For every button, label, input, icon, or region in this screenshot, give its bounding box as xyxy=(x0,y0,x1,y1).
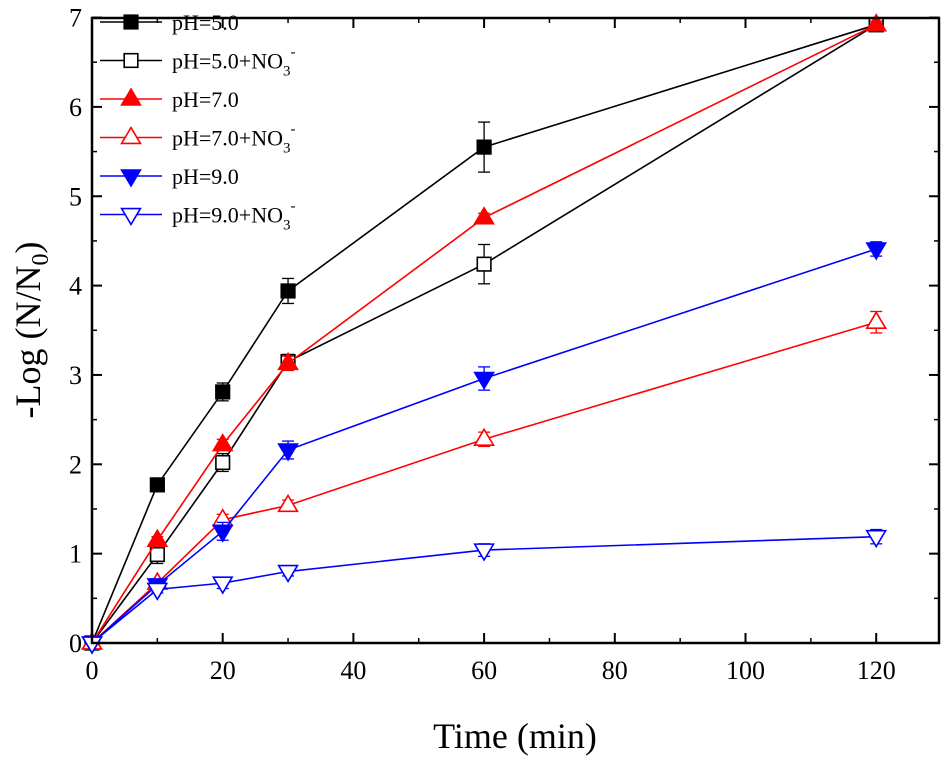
data-point xyxy=(149,546,165,563)
legend-label: pH=7.0 xyxy=(172,87,239,112)
legend-marker xyxy=(120,87,142,106)
series-line xyxy=(91,321,877,644)
legend-item-3: pH=7.0 xyxy=(100,87,239,112)
data-point xyxy=(473,543,495,562)
plot-frame xyxy=(90,16,941,645)
data-point xyxy=(149,477,165,493)
legend-item-4: pH=7.0+NO3- xyxy=(100,122,295,157)
legend-marker xyxy=(123,52,139,69)
y-tick-label: 5 xyxy=(69,182,82,211)
data-point xyxy=(215,454,231,471)
data-point xyxy=(277,493,299,513)
data-point xyxy=(473,427,495,447)
data-point xyxy=(277,351,299,371)
y-axis-title-end: ) xyxy=(8,242,48,254)
series-layer xyxy=(81,13,888,655)
y-tick-label: 7 xyxy=(69,4,82,33)
x-axis-title: Time (min) xyxy=(433,716,597,756)
data-point xyxy=(473,206,495,225)
data-point xyxy=(211,433,234,452)
data-point xyxy=(473,371,495,391)
y-tick-label: 3 xyxy=(69,361,82,390)
data-point xyxy=(865,529,888,549)
legend-item-1: pH=5.0 xyxy=(100,10,239,35)
data-point xyxy=(476,139,492,155)
y-tick-label: 6 xyxy=(69,93,82,122)
y-axis-title-subscript: 0 xyxy=(28,254,54,266)
x-tick-label: 0 xyxy=(86,656,99,685)
series-line xyxy=(91,23,877,644)
data-point xyxy=(211,576,234,595)
legend-label: pH=5.0 xyxy=(172,10,239,35)
data-point xyxy=(146,528,169,547)
y-tick-label: 1 xyxy=(69,540,82,569)
data-point xyxy=(215,384,231,400)
data-point xyxy=(211,524,234,543)
y-axis-title: -Log (N/N0) xyxy=(8,242,54,419)
data-point xyxy=(277,564,299,584)
series-6 xyxy=(81,528,888,655)
series-line xyxy=(91,535,877,644)
series-4 xyxy=(81,310,888,650)
x-tick-label: 60 xyxy=(471,656,497,685)
legend-marker xyxy=(120,169,142,188)
data-point xyxy=(280,283,296,299)
legend-marker xyxy=(120,126,142,145)
series-line xyxy=(91,248,877,644)
legend-marker xyxy=(120,207,142,226)
data-point xyxy=(476,256,492,272)
legend-item-2: pH=5.0+NO3- xyxy=(100,45,295,80)
data-point xyxy=(865,13,888,32)
data-point xyxy=(277,443,299,462)
x-tick-label: 100 xyxy=(726,656,765,685)
data-point xyxy=(865,242,888,261)
legend-label: pH=9.0 xyxy=(172,164,239,189)
x-tick-label: 120 xyxy=(857,656,896,685)
legend-label: pH=7.0+NO3- xyxy=(172,122,295,157)
data-point xyxy=(865,310,888,329)
legend-label: pH=9.0+NO3- xyxy=(172,199,295,234)
series-line xyxy=(91,24,877,644)
y-tick-label: 4 xyxy=(69,272,82,301)
y-tick-label: 2 xyxy=(69,450,82,479)
legend: pH=5.0 pH=5.0+NO3- pH=7.0 pH=7.0+NO3- pH=9.0… xyxy=(100,10,295,234)
legend-item-5: pH=9.0 xyxy=(100,164,239,189)
y-axis-title-main: -Log (N/N xyxy=(8,266,48,419)
legend-item-6: pH=9.0+NO3- xyxy=(100,199,295,234)
tick-layer: 0 20 40 60 80 100 120 0 1 2 3 4 5 6 7 xyxy=(69,4,939,685)
x-tick-label: 20 xyxy=(210,656,236,685)
x-tick-label: 40 xyxy=(340,656,366,685)
y-tick-label: 0 xyxy=(69,629,82,658)
data-point xyxy=(146,582,169,601)
legend-marker xyxy=(123,14,139,30)
series-line xyxy=(91,23,877,644)
series-5 xyxy=(81,241,888,655)
legend-label: pH=5.0+NO3- xyxy=(172,45,295,80)
x-tick-label: 80 xyxy=(602,656,628,685)
